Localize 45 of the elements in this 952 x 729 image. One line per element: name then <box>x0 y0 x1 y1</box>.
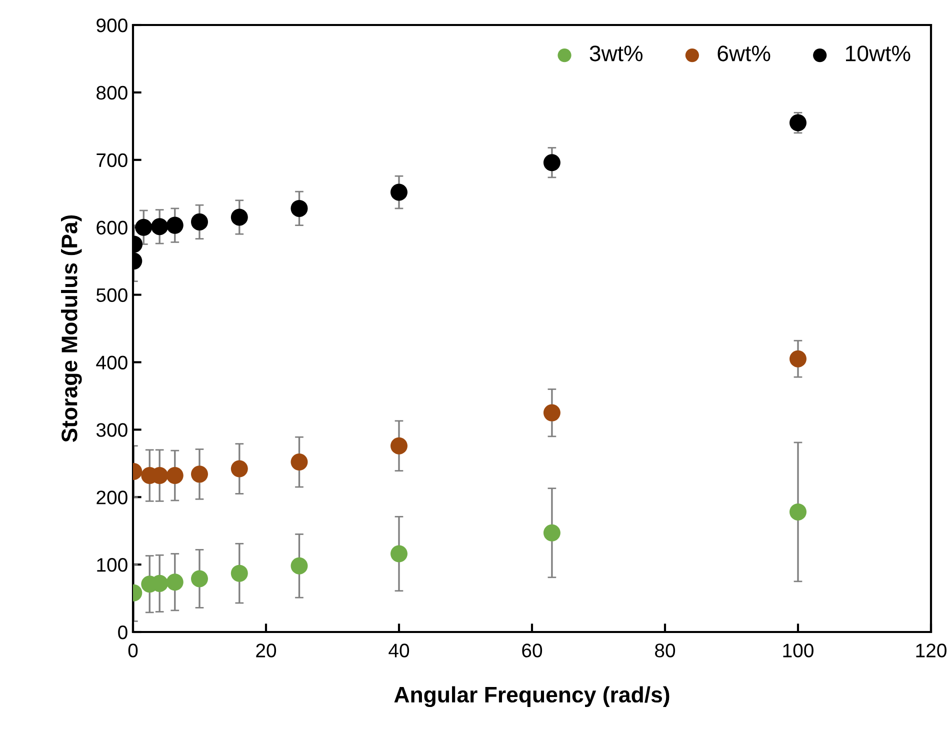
x-tick-label: 80 <box>655 644 676 658</box>
point <box>543 154 560 172</box>
y-tick-label: 800 <box>96 86 128 100</box>
point <box>290 200 308 217</box>
point <box>190 213 208 230</box>
legend-label: 3wt% <box>590 46 643 62</box>
point <box>230 208 248 226</box>
x-tick-label: 60 <box>522 644 542 658</box>
point <box>789 114 807 132</box>
point <box>190 570 208 588</box>
y-tick-label: 700 <box>96 153 128 168</box>
point <box>166 574 184 591</box>
point <box>390 437 408 454</box>
legend-label: 6wt% <box>718 46 770 62</box>
y-tick-label: 600 <box>96 220 128 235</box>
y-tick-label: 0 <box>118 625 128 640</box>
point <box>135 218 152 236</box>
point <box>166 467 184 484</box>
point <box>543 404 560 422</box>
x-axis-title: Angular Frequency (rad/s) <box>394 686 670 708</box>
point <box>290 557 308 574</box>
y-tick-label: 900 <box>96 18 128 32</box>
x-tick-label: 20 <box>256 644 276 658</box>
point <box>789 350 807 368</box>
point <box>230 564 248 582</box>
point <box>390 545 408 562</box>
x-tick-label: 40 <box>388 644 410 658</box>
point <box>166 216 184 234</box>
point <box>290 454 308 471</box>
x-tick-label: 120 <box>916 644 946 658</box>
y-axis-title: Storage Modulus (Pa) <box>61 215 82 442</box>
x-tick-label: 0 <box>128 644 138 658</box>
legend-label: 10wt% <box>846 46 910 62</box>
y-tick-label: 200 <box>96 490 128 504</box>
point <box>390 184 408 201</box>
x-tick-label: 100 <box>783 644 814 658</box>
point <box>190 466 208 483</box>
y-tick-label: 100 <box>97 558 128 572</box>
y-tick-label: 300 <box>96 423 128 437</box>
point <box>543 524 560 542</box>
point <box>230 460 248 478</box>
y-tick-label: 400 <box>96 356 128 370</box>
point <box>151 218 168 236</box>
point <box>789 503 807 520</box>
y-tick-label: 500 <box>96 288 128 302</box>
